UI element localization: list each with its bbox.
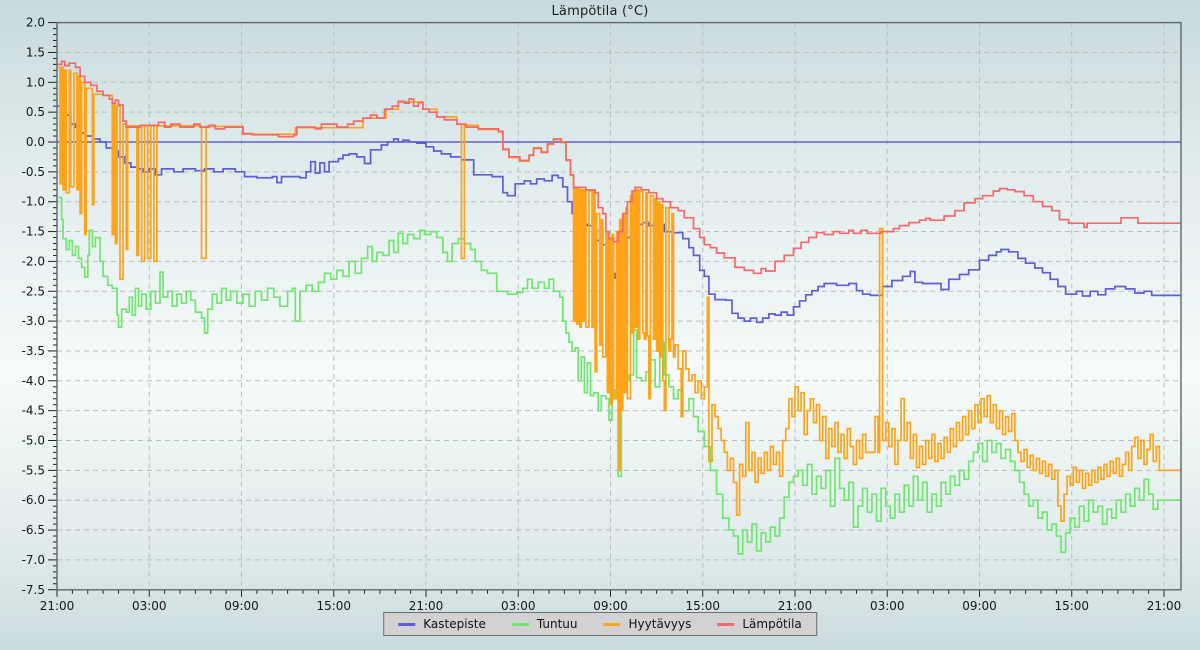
y-tick-label: -7.0 [22, 553, 45, 567]
y-tick-label: -2.5 [22, 284, 45, 298]
x-tick-label: 09:00 [593, 599, 628, 613]
legend-swatch-lampotila-icon [717, 622, 735, 626]
x-tick-label: 21:00 [1147, 599, 1182, 613]
x-tick-label: 21:00 [778, 599, 813, 613]
series-line-tuntuu [58, 196, 1181, 555]
y-tick-label: 0.0 [26, 135, 45, 149]
y-tick-label: -1.5 [22, 225, 45, 239]
y-tick-label: -3.5 [22, 344, 45, 358]
y-tick-label: 1.5 [26, 45, 45, 59]
y-tick-label: -6.0 [22, 493, 45, 507]
y-tick-label: -1.0 [22, 195, 45, 209]
y-tick-label: -2.0 [22, 254, 45, 268]
x-tick-label: 15:00 [316, 599, 351, 613]
series-group [57, 60, 1181, 555]
chart-legend: Kastepiste Tuntuu Hyytävyys Lämpötila [383, 612, 817, 636]
y-tick-label: -6.5 [22, 523, 45, 537]
y-tick-label: -0.5 [22, 165, 45, 179]
axis-labels: 2.0 1.5 1.0 0.5 0.0 -0.5 -1.0 -1.5 -2.0 -2.5 -3.0 -… [22, 16, 1182, 613]
legend-swatch-hyytavyys-icon [603, 622, 621, 626]
x-tick-label: 09:00 [224, 599, 259, 613]
legend-item-lampotila: Lämpötila [717, 617, 802, 631]
legend-label-kastepiste: Kastepiste [423, 617, 486, 631]
legend-swatch-tuntuu-icon [511, 622, 529, 626]
y-tick-label: -5.5 [22, 463, 45, 477]
legend-item-kastepiste: Kastepiste [398, 617, 486, 631]
legend-item-tuntuu: Tuntuu [511, 617, 578, 631]
y-tick-label: -7.5 [22, 583, 45, 597]
x-tick-label: 15:00 [685, 599, 720, 613]
legend-label-lampotila: Lämpötila [742, 617, 802, 631]
series-line-hyytävyys [58, 66, 1181, 522]
y-tick-label: -5.0 [22, 434, 45, 448]
y-tick-label: 0.5 [26, 105, 45, 119]
plot-border [56, 21, 1182, 591]
x-tick-label: 03:00 [501, 599, 536, 613]
y-tick-label: 1.0 [26, 75, 45, 89]
x-tick-label: 03:00 [132, 599, 167, 613]
chart-title: Lämpötila (°C) [551, 4, 649, 19]
x-tick-label: 21:00 [40, 599, 75, 613]
legend-swatch-kastepiste-icon [398, 622, 416, 626]
y-tick-label: -4.5 [22, 404, 45, 418]
x-tick-label: 03:00 [870, 599, 905, 613]
legend-label-hyytavyys: Hyytävyys [628, 617, 692, 631]
x-tick-label: 21:00 [409, 599, 444, 613]
legend-label-tuntuu: Tuntuu [536, 617, 578, 631]
x-tick-label: 15:00 [1054, 599, 1089, 613]
y-tick-label: 2.0 [26, 16, 45, 30]
x-tick-label: 09:00 [962, 599, 997, 613]
y-tick-label: -3.0 [22, 314, 45, 328]
series-line-lämpötila [57, 60, 1181, 275]
y-tick-label: -4.0 [22, 374, 45, 388]
legend-item-hyytavyys: Hyytävyys [603, 617, 692, 631]
